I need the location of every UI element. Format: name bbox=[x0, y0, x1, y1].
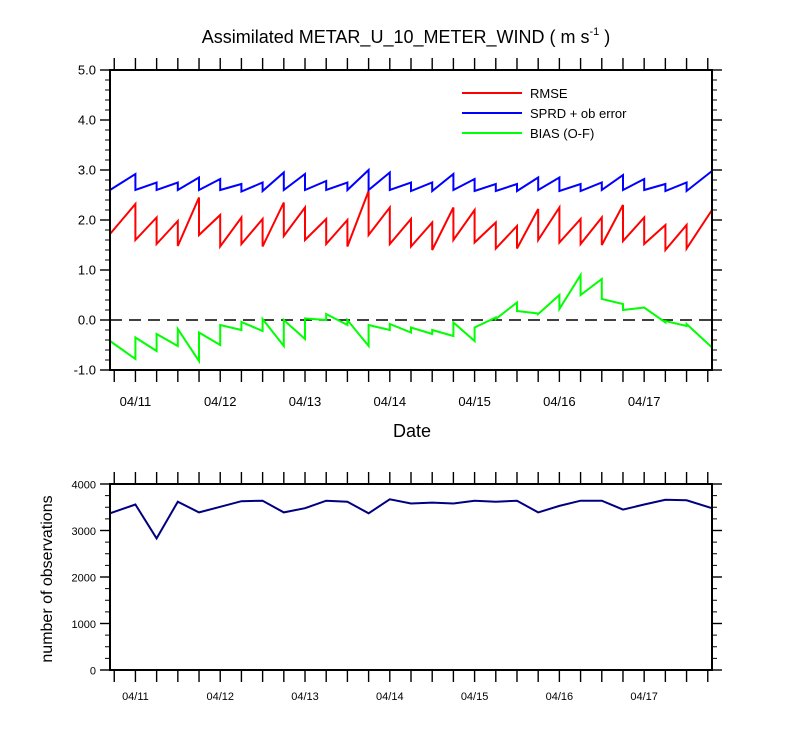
top-series-group bbox=[109, 167, 713, 365]
x-axis-label: Date bbox=[393, 421, 431, 441]
x-tick-label: 04/17 bbox=[628, 394, 661, 409]
y-tick-label: 4.0 bbox=[78, 113, 96, 128]
x-tick-label: 04/11 bbox=[120, 394, 152, 409]
bottom-series-group bbox=[109, 498, 713, 541]
chart-title-superscript: -1 bbox=[589, 26, 599, 38]
x-tick-label: 04/13 bbox=[289, 394, 322, 409]
top-chart-panel: Assimilated METAR_U_10_METER_WIND ( m s-… bbox=[74, 26, 722, 441]
bottom-y-axis: 0 1000 2000 3000 4000 bbox=[72, 480, 722, 678]
y-tick-label: 4000 bbox=[72, 480, 96, 492]
bottom-x-axis: 04/11 04/12 04/13 04/14 04/15 04/16 04/17 bbox=[113, 472, 709, 703]
x-tick-label: 04/16 bbox=[546, 691, 574, 703]
y-tick-label: 3000 bbox=[72, 526, 96, 538]
y-axis-label: number of observations bbox=[39, 495, 56, 662]
x-tick-label: 04/14 bbox=[374, 394, 407, 409]
y-tick-label: 0 bbox=[90, 666, 96, 678]
x-tick-label: 04/14 bbox=[376, 691, 404, 703]
y-tick-label: 1000 bbox=[72, 619, 96, 631]
top-x-axis: 04/11 04/12 04/13 04/14 04/15 04/16 04/17 bbox=[113, 58, 709, 409]
x-tick-label: 04/12 bbox=[206, 691, 234, 703]
legend-label: SPRD + ob error bbox=[530, 106, 627, 121]
series-line-observations bbox=[109, 498, 713, 541]
top-plot-frame bbox=[109, 69, 713, 371]
chart-title-end: ) bbox=[599, 27, 610, 47]
y-tick-label: 3.0 bbox=[78, 163, 96, 178]
y-tick-label: 2000 bbox=[72, 573, 96, 585]
y-tick-label: 5.0 bbox=[78, 63, 96, 78]
y-tick-label: 1.0 bbox=[78, 263, 96, 278]
bottom-plot-frame bbox=[109, 483, 713, 671]
y-tick-label: 2.0 bbox=[78, 213, 96, 228]
x-tick-label: 04/12 bbox=[204, 394, 237, 409]
chart-title: Assimilated METAR_U_10_METER_WIND ( m s-… bbox=[202, 26, 611, 48]
legend: RMSE SPRD + ob error BIAS (O-F) bbox=[462, 86, 627, 141]
x-tick-label: 04/13 bbox=[291, 691, 319, 703]
top-y-axis: -1.0 0.0 1.0 2.0 3.0 4.0 5.0 bbox=[74, 63, 722, 378]
chart-title-main: Assimilated METAR_U_10_METER_WIND ( m s bbox=[202, 27, 590, 48]
legend-label: BIAS (O-F) bbox=[530, 126, 594, 141]
x-tick-label: 04/15 bbox=[461, 691, 489, 703]
series-line-rmse bbox=[109, 190, 713, 253]
y-tick-label: -1.0 bbox=[74, 363, 96, 378]
x-tick-label: 04/11 bbox=[122, 691, 149, 703]
series-line-bias-o-f bbox=[109, 271, 713, 365]
x-tick-label: 04/16 bbox=[543, 394, 576, 409]
y-tick-label: 0.0 bbox=[78, 313, 96, 328]
x-tick-label: 04/15 bbox=[458, 394, 491, 409]
legend-label: RMSE bbox=[530, 86, 568, 101]
x-tick-label: 04/17 bbox=[630, 691, 658, 703]
series-line-sprd-ob-error bbox=[109, 167, 713, 194]
